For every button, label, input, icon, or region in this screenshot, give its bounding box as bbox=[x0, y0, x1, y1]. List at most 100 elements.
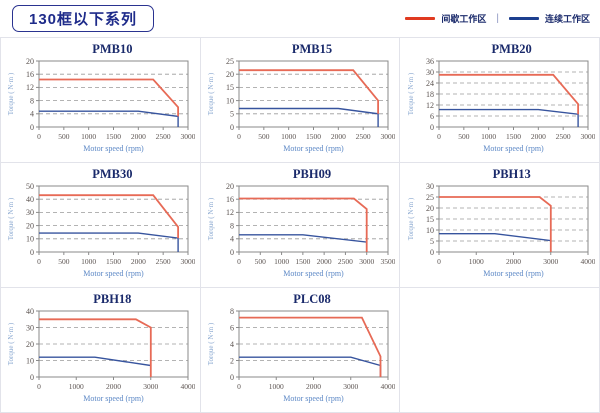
svg-text:Motor speed (rpm): Motor speed (rpm) bbox=[283, 144, 344, 153]
svg-text:0: 0 bbox=[437, 132, 441, 141]
svg-text:3000: 3000 bbox=[181, 132, 196, 141]
svg-text:1000: 1000 bbox=[81, 132, 96, 141]
svg-text:Torque ( N·m ): Torque ( N·m ) bbox=[407, 72, 415, 115]
svg-text:5: 5 bbox=[230, 110, 234, 119]
svg-text:30: 30 bbox=[426, 182, 434, 191]
svg-text:1500: 1500 bbox=[295, 257, 310, 266]
svg-text:2500: 2500 bbox=[338, 257, 353, 266]
svg-text:1500: 1500 bbox=[506, 132, 521, 141]
torque-speed-chart: 0 4 8 12 16 20 0 500 1000 1500 2000 2500 3000 Torque … bbox=[7, 57, 196, 153]
svg-text:1500: 1500 bbox=[106, 132, 121, 141]
svg-text:2: 2 bbox=[230, 356, 234, 365]
svg-text:2500: 2500 bbox=[156, 257, 171, 266]
torque-speed-chart: 0 4 8 12 16 20 0 500 1000 1500 2000 2500 3000 3500 Tor… bbox=[207, 182, 395, 278]
svg-text:16: 16 bbox=[226, 195, 234, 204]
torque-speed-chart: 0 6 12 18 24 30 36 0 500 1000 1500 2000 2500 3000 Torq… bbox=[407, 57, 595, 153]
svg-text:0: 0 bbox=[37, 382, 41, 391]
legend-item-intermittent: 间歇工作区 bbox=[405, 12, 486, 25]
torque-speed-chart: 0 10 20 30 40 0 1000 2000 3000 4000 Torque ( N·m )… bbox=[7, 307, 196, 403]
header: 130框以下系列 间歇工作区 | 连续工作区 bbox=[0, 0, 600, 37]
svg-text:12: 12 bbox=[226, 208, 234, 217]
svg-text:3000: 3000 bbox=[543, 257, 558, 266]
chart-title: PBH13 bbox=[492, 167, 531, 181]
svg-text:1000: 1000 bbox=[81, 257, 96, 266]
svg-text:4: 4 bbox=[230, 340, 234, 349]
chart-pmb20: PMB20 0 6 12 18 24 30 36 0 500 1000 1500 2000 2500 30… bbox=[400, 38, 600, 163]
svg-text:500: 500 bbox=[458, 132, 470, 141]
svg-text:15: 15 bbox=[226, 83, 234, 92]
svg-text:30: 30 bbox=[26, 323, 34, 332]
svg-text:2000: 2000 bbox=[131, 257, 146, 266]
svg-text:40: 40 bbox=[26, 195, 34, 204]
svg-text:Torque ( N·m ): Torque ( N·m ) bbox=[7, 322, 15, 365]
chart-pmb10: PMB10 0 4 8 12 16 20 0 500 1000 1500 2000 2500 3000 T… bbox=[1, 38, 201, 163]
chart-title: PMB15 bbox=[291, 42, 333, 56]
svg-text:1000: 1000 bbox=[281, 132, 296, 141]
svg-text:20: 20 bbox=[226, 182, 234, 191]
continuous-line-swatch-icon bbox=[508, 17, 539, 20]
svg-text:50: 50 bbox=[26, 182, 34, 191]
svg-text:6: 6 bbox=[230, 323, 234, 332]
svg-text:Motor speed (rpm): Motor speed (rpm) bbox=[84, 144, 145, 153]
svg-text:3000: 3000 bbox=[359, 257, 374, 266]
svg-text:4000: 4000 bbox=[380, 382, 395, 391]
svg-text:Torque ( N·m ): Torque ( N·m ) bbox=[207, 197, 215, 240]
svg-text:3000: 3000 bbox=[580, 132, 595, 141]
svg-text:0: 0 bbox=[237, 257, 241, 266]
svg-text:20: 20 bbox=[26, 340, 34, 349]
legend-label-intermittent: 间歇工作区 bbox=[441, 14, 487, 24]
svg-text:3000: 3000 bbox=[181, 257, 196, 266]
svg-text:2000: 2000 bbox=[530, 132, 545, 141]
svg-text:0: 0 bbox=[237, 382, 241, 391]
svg-text:10: 10 bbox=[226, 96, 234, 105]
svg-text:4000: 4000 bbox=[181, 382, 196, 391]
svg-text:2500: 2500 bbox=[356, 132, 371, 141]
svg-text:10: 10 bbox=[426, 226, 434, 235]
svg-text:20: 20 bbox=[26, 221, 34, 230]
legend: 间歇工作区 | 连续工作区 bbox=[405, 12, 590, 25]
svg-text:2000: 2000 bbox=[131, 132, 146, 141]
svg-text:30: 30 bbox=[26, 208, 34, 217]
chart-title: PLC08 bbox=[293, 292, 331, 306]
svg-text:25: 25 bbox=[226, 57, 234, 66]
svg-text:18: 18 bbox=[426, 90, 434, 99]
svg-text:3000: 3000 bbox=[380, 132, 395, 141]
svg-text:5: 5 bbox=[430, 237, 434, 246]
svg-text:24: 24 bbox=[426, 79, 434, 88]
svg-text:20: 20 bbox=[26, 57, 34, 66]
chart-title: PBH09 bbox=[292, 167, 332, 181]
svg-text:8: 8 bbox=[230, 307, 234, 316]
svg-text:6: 6 bbox=[430, 112, 434, 121]
svg-text:0: 0 bbox=[230, 248, 234, 257]
empty-cell bbox=[400, 288, 600, 413]
svg-text:20: 20 bbox=[226, 70, 234, 79]
svg-text:2000: 2000 bbox=[306, 382, 321, 391]
chart-title: PMB30 bbox=[92, 167, 133, 181]
svg-text:3500: 3500 bbox=[380, 257, 395, 266]
intermittent-line-swatch-icon bbox=[405, 17, 436, 20]
svg-text:25: 25 bbox=[426, 193, 434, 202]
chart-pmb15: PMB15 0 5 10 15 20 25 0 500 1000 1500 2000 2500 3000… bbox=[200, 38, 401, 163]
page-title: 130框以下系列 bbox=[12, 5, 155, 32]
svg-text:0: 0 bbox=[37, 257, 41, 266]
svg-text:1000: 1000 bbox=[468, 257, 483, 266]
svg-text:0: 0 bbox=[437, 257, 441, 266]
svg-text:0: 0 bbox=[237, 132, 241, 141]
svg-text:500: 500 bbox=[255, 257, 267, 266]
svg-text:1000: 1000 bbox=[69, 382, 84, 391]
svg-text:0: 0 bbox=[230, 373, 234, 382]
svg-text:8: 8 bbox=[230, 221, 234, 230]
svg-text:Motor speed (rpm): Motor speed (rpm) bbox=[84, 269, 145, 278]
torque-speed-chart: 0 5 10 15 20 25 0 500 1000 1500 2000 2500 3000 Torque… bbox=[207, 57, 395, 153]
svg-text:Torque ( N·m ): Torque ( N·m ) bbox=[207, 322, 215, 365]
chart-pbh09: PBH09 0 4 8 12 16 20 0 500 1000 1500 2000 2500 3000 3… bbox=[200, 163, 401, 288]
svg-text:Motor speed (rpm): Motor speed (rpm) bbox=[483, 269, 544, 278]
svg-text:3000: 3000 bbox=[144, 382, 159, 391]
svg-text:8: 8 bbox=[30, 96, 34, 105]
svg-text:0: 0 bbox=[37, 132, 41, 141]
svg-text:40: 40 bbox=[26, 307, 34, 316]
svg-text:2500: 2500 bbox=[156, 132, 171, 141]
torque-speed-chart: 0 2 4 6 8 0 1000 2000 3000 4000 Torque ( N·m ) Moto… bbox=[207, 307, 395, 403]
svg-text:1000: 1000 bbox=[481, 132, 496, 141]
